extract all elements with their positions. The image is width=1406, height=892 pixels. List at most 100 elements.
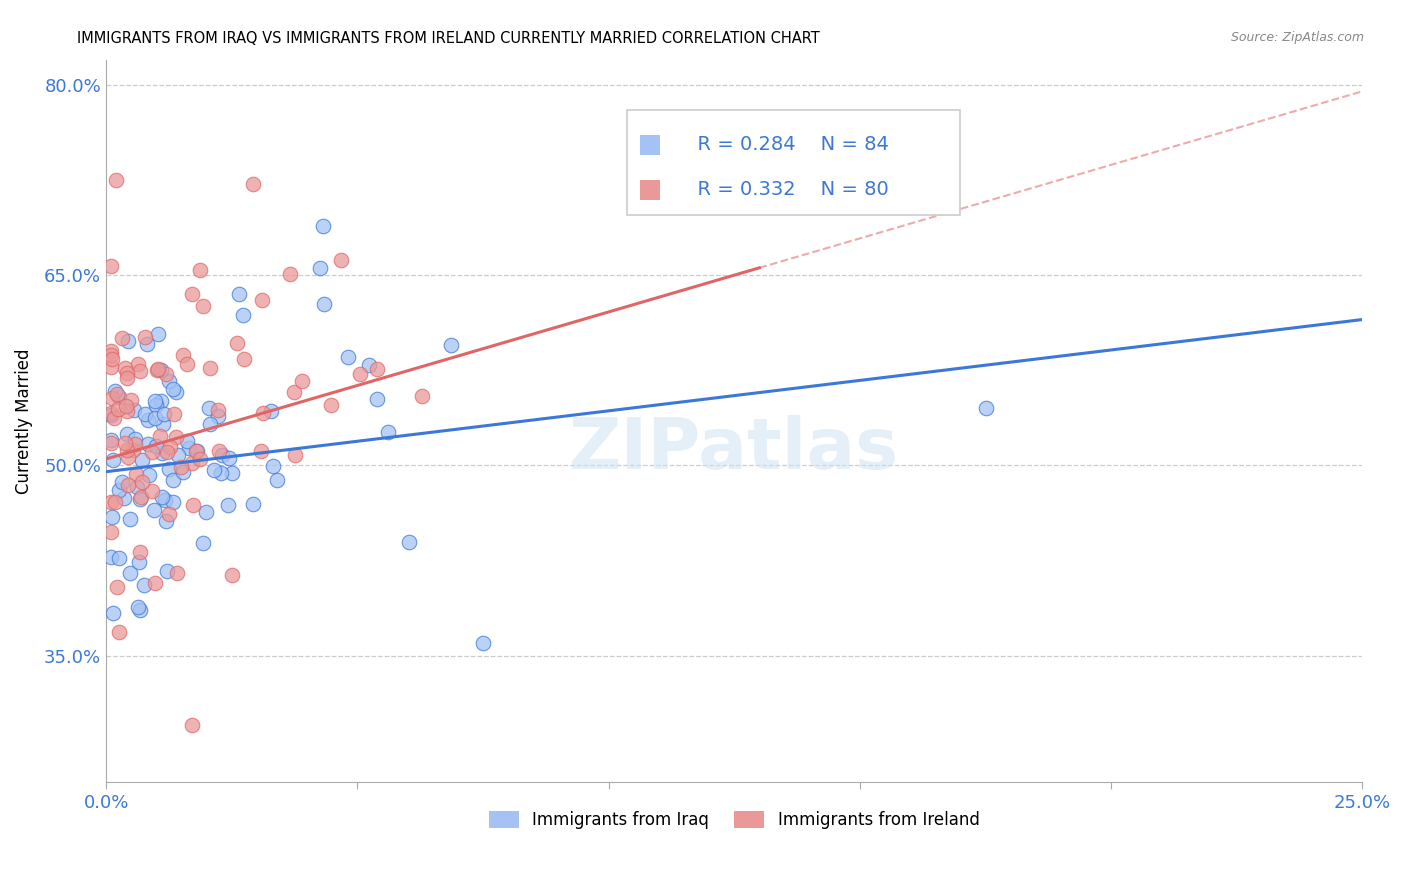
- Point: [207, 409, 229, 423]
- Point: [129, 545, 152, 559]
- Point: [120, 393, 142, 408]
- Point: [319, 398, 342, 412]
- Point: [112, 491, 135, 505]
- Text: R = 0.284    N = 84: R = 0.284 N = 84: [685, 136, 889, 154]
- Point: [157, 374, 180, 388]
- Point: [176, 434, 198, 448]
- Point: [226, 336, 249, 351]
- Point: [149, 394, 172, 409]
- Point: [100, 343, 122, 358]
- Point: [232, 308, 254, 322]
- Point: [150, 446, 173, 460]
- Point: [155, 514, 177, 528]
- Point: [125, 480, 148, 494]
- Point: [100, 494, 122, 508]
- Point: [157, 507, 180, 521]
- Point: [211, 448, 233, 462]
- FancyBboxPatch shape: [627, 111, 960, 215]
- Point: [221, 467, 243, 481]
- Point: [312, 219, 335, 233]
- Point: [191, 536, 214, 550]
- Point: [170, 460, 193, 475]
- Point: [167, 448, 190, 462]
- Point: [153, 493, 176, 508]
- Point: [115, 399, 138, 413]
- Point: [108, 483, 131, 498]
- Point: [202, 462, 225, 476]
- Point: [221, 568, 243, 582]
- Point: [198, 417, 221, 432]
- Point: [284, 448, 307, 462]
- Point: [349, 368, 371, 382]
- Point: [134, 407, 156, 421]
- Point: [186, 444, 208, 458]
- Point: [100, 524, 122, 539]
- Point: [207, 402, 229, 417]
- Point: [107, 624, 129, 639]
- Point: [124, 403, 146, 417]
- Point: [115, 426, 138, 441]
- Point: [159, 440, 181, 454]
- Point: [101, 391, 124, 405]
- Point: [117, 366, 139, 380]
- Text: ZIPatlas: ZIPatlas: [569, 416, 900, 484]
- Point: [103, 453, 125, 467]
- Point: [108, 390, 131, 404]
- Point: [250, 443, 273, 458]
- Point: [411, 389, 433, 403]
- Point: [143, 410, 166, 425]
- Point: [117, 404, 139, 418]
- Point: [143, 393, 166, 408]
- Point: [101, 607, 124, 621]
- Point: [163, 407, 186, 421]
- Point: [233, 351, 256, 366]
- Point: [111, 331, 134, 345]
- Point: [105, 173, 128, 187]
- Point: [152, 417, 174, 432]
- Point: [180, 718, 202, 732]
- Point: [115, 370, 138, 384]
- Point: [105, 386, 128, 401]
- Point: [148, 362, 170, 376]
- Point: [198, 360, 221, 375]
- Point: [183, 499, 205, 513]
- Point: [136, 336, 159, 351]
- Point: [242, 497, 264, 511]
- Point: [146, 363, 169, 377]
- Point: [242, 177, 264, 191]
- Point: [100, 408, 122, 422]
- Point: [208, 444, 231, 458]
- Point: [165, 430, 187, 444]
- Point: [128, 603, 150, 617]
- Point: [117, 450, 139, 465]
- Point: [131, 475, 153, 490]
- Point: [357, 359, 380, 373]
- Point: [134, 578, 156, 592]
- Point: [100, 359, 122, 374]
- Point: [101, 351, 124, 366]
- Point: [440, 338, 463, 352]
- Point: [266, 473, 288, 487]
- Point: [104, 494, 127, 508]
- Point: [472, 636, 495, 650]
- Point: [127, 357, 149, 371]
- Point: [124, 436, 146, 450]
- Point: [129, 491, 152, 506]
- Point: [145, 439, 167, 453]
- Point: [184, 443, 207, 458]
- Point: [191, 299, 214, 313]
- Point: [127, 600, 149, 615]
- Point: [283, 385, 305, 400]
- Point: [117, 334, 139, 348]
- Point: [100, 406, 122, 420]
- Point: [156, 445, 179, 459]
- Point: [150, 490, 173, 504]
- Point: [162, 473, 184, 487]
- Point: [280, 268, 302, 282]
- Point: [100, 348, 122, 362]
- Point: [128, 555, 150, 569]
- Point: [260, 404, 283, 418]
- Point: [136, 437, 159, 451]
- Text: IMMIGRANTS FROM IRAQ VS IMMIGRANTS FROM IRELAND CURRENTLY MARRIED CORRELATION CH: IMMIGRANTS FROM IRAQ VS IMMIGRANTS FROM …: [77, 31, 820, 46]
- Point: [141, 483, 163, 498]
